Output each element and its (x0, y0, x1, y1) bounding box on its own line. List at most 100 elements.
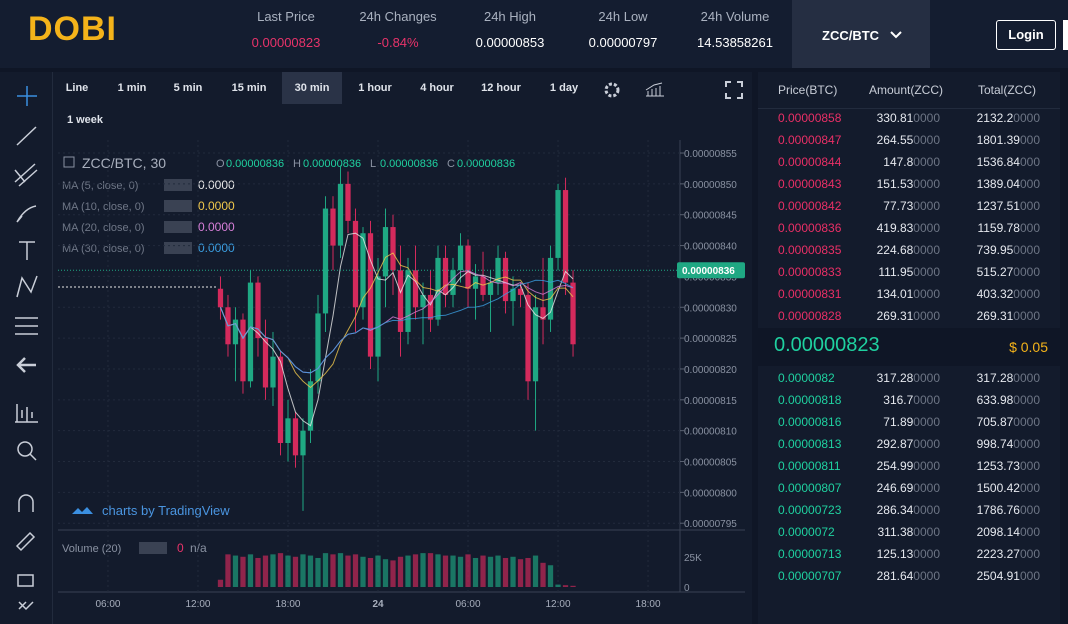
book-total: 515.270000 (977, 265, 1040, 279)
candle-body (315, 313, 321, 382)
book-row[interactable]: 0.0000082 317.280000 317.280000 (758, 368, 1060, 390)
book-divider (758, 108, 1060, 109)
interval-button[interactable]: 12 hour (481, 82, 521, 94)
book-price: 0.00000833 (778, 265, 842, 279)
x-tick-label: 06:00 (95, 599, 120, 610)
book-row[interactable]: 0.00000835 224.680000 739.950000 (758, 240, 1060, 262)
x-tick-label: 24 (372, 599, 384, 610)
indicator-tool[interactable] (15, 404, 38, 423)
zoom-tool[interactable] (17, 441, 33, 457)
candle-body (240, 319, 246, 382)
book-total: 1253.73000 (977, 459, 1040, 473)
magnet-tool[interactable] (18, 494, 34, 512)
y-tick-label: 0.00000850 (684, 180, 737, 191)
ma-buttons[interactable] (164, 242, 192, 254)
text-tool[interactable] (19, 241, 35, 260)
ma-buttons[interactable] (164, 221, 192, 233)
volume-buttons[interactable] (139, 542, 167, 554)
book-row[interactable]: 0.00000828 269.310000 269.310000 (758, 306, 1060, 328)
fullscreen-icon[interactable] (724, 80, 744, 100)
book-row[interactable]: 0.00000813 292.870000 998.740000 (758, 434, 1060, 456)
total-main: 1801.39 (976, 133, 1020, 147)
volume-bar (435, 554, 441, 587)
book-row[interactable]: 0.00000723 286.340000 1786.76000 (758, 500, 1060, 522)
book-row[interactable]: 0.00000831 134.010000 403.320000 (758, 284, 1060, 306)
ma-buttons[interactable] (164, 179, 192, 191)
candle-body (457, 245, 464, 271)
legend-symbol: ZCC/BTC, 30 (82, 155, 166, 171)
volume-bar (240, 556, 246, 587)
book-row[interactable]: 0.00000816 71.890000 705.870000 (758, 412, 1060, 434)
interval-button[interactable]: 1 hour (358, 82, 392, 94)
trend-tool[interactable] (16, 126, 37, 146)
interval-button[interactable]: 4 hour (420, 82, 454, 94)
book-price: 0.00000844 (778, 155, 842, 169)
total-pad: 000 (1019, 525, 1040, 539)
amount-pad: 0000 (913, 155, 940, 169)
interval-button[interactable]: 1 week (66, 114, 104, 126)
brush-tool[interactable] (16, 205, 37, 223)
amount-main: 264.55 (876, 133, 914, 147)
interval-button[interactable]: 5 min (173, 82, 203, 94)
total-main: 1500.42 (976, 481, 1020, 495)
book-row[interactable]: 0.00000707 281.640000 2504.91000 (758, 566, 1060, 588)
book-amount: 292.870000 (877, 437, 940, 451)
back-tool[interactable] (16, 357, 36, 373)
book-total: 633.980000 (977, 393, 1040, 407)
ma-buttons[interactable] (164, 200, 192, 212)
book-row[interactable]: 0.00000713 125.130000 2223.27000 (758, 544, 1060, 566)
interval-button[interactable]: 1 day (549, 82, 579, 94)
book-row[interactable]: 0.00000858 330.810000 2132.20000 (758, 108, 1060, 130)
book-row[interactable]: 0.00000842 77.730000 1237.51000 (758, 196, 1060, 218)
last-price-label: 0.00000836 (682, 266, 735, 277)
amount-pad: 0000 (913, 525, 940, 539)
book-row[interactable]: 0.00000811 254.990000 1253.73000 (758, 456, 1060, 478)
logo[interactable]: DOBI (28, 10, 117, 48)
login-button[interactable]: Login (996, 20, 1056, 50)
book-row[interactable]: 0.0000072 311.380000 2098.14000 (758, 522, 1060, 544)
interval-button[interactable]: 1 min (117, 82, 147, 94)
book-row[interactable]: 0.00000843 151.530000 1389.04000 (758, 174, 1060, 196)
book-total: 1237.51000 (977, 199, 1040, 213)
amount-pad: 0000 (913, 547, 940, 561)
register-button[interactable] (1063, 20, 1068, 50)
amount-pad: 0000 (913, 133, 940, 147)
total-main: 1237.51 (976, 199, 1020, 213)
indicators-icon[interactable] (644, 80, 666, 100)
ohlc-value: 0.00000836 (303, 158, 361, 170)
measure-tool[interactable] (15, 317, 38, 335)
settings-icon[interactable] (602, 80, 624, 100)
book-row[interactable]: 0.00000807 246.690000 1500.42000 (758, 478, 1060, 500)
volume-bar (390, 560, 396, 587)
book-row[interactable]: 0.00000818 316.70000 633.980000 (758, 390, 1060, 412)
book-row[interactable]: 0.00000836 419.830000 1159.78000 (758, 218, 1060, 240)
book-total: 403.320000 (977, 287, 1040, 301)
crosshair-tool[interactable] (17, 86, 37, 106)
volume-bar (562, 585, 569, 587)
amount-pad: 0000 (913, 459, 940, 473)
volume-bar (540, 562, 546, 587)
interval-button[interactable]: 15 min (231, 82, 267, 94)
book-row[interactable]: 0.00000844 147.80000 1536.84000 (758, 152, 1060, 174)
book-price: 0.00000828 (778, 309, 842, 323)
volume-bar (270, 554, 276, 587)
lock-tool[interactable] (17, 574, 34, 587)
pattern-tool[interactable] (16, 275, 38, 298)
book-row[interactable]: 0.00000847 264.550000 1801.39000 (758, 130, 1060, 152)
amount-pad: 0000 (913, 415, 940, 429)
total-main: 1536.84 (976, 155, 1020, 169)
pencil-tool[interactable] (15, 531, 36, 552)
interval-button[interactable]: Line (65, 82, 89, 94)
ma-label: MA (10, close, 0) (62, 201, 145, 213)
interval-button[interactable]: 30 min (294, 82, 330, 94)
book-row[interactable]: 0.00000833 111.950000 515.270000 (758, 262, 1060, 284)
total-pad: 000 (1019, 547, 1040, 561)
total-pad: 0000 (1013, 371, 1040, 385)
total-pad: 000 (1019, 155, 1040, 169)
fib-tool[interactable] (14, 163, 38, 187)
volume-bar (225, 554, 231, 587)
pair-selector[interactable]: ZCC/BTC (792, 0, 930, 68)
collapse-tool[interactable] (18, 601, 34, 611)
book-total: 1536.84000 (977, 155, 1040, 169)
amount-pad: 0000 (913, 309, 940, 323)
